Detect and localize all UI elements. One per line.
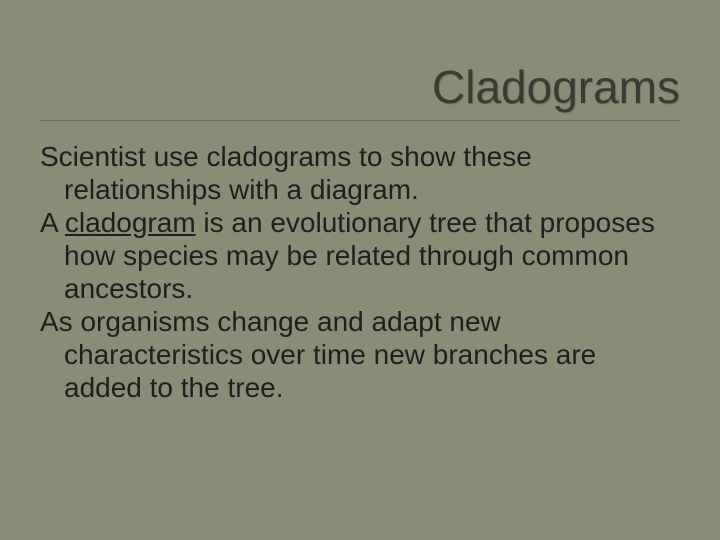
paragraph-2: A cladogram is an evolutionary tree that…: [40, 206, 680, 305]
slide-body: Scientist use cladograms to show these r…: [40, 140, 680, 404]
title-rule: Cladograms: [40, 60, 680, 121]
slide-title: Cladograms: [40, 60, 680, 120]
p2-underline-term: cladogram: [65, 207, 196, 238]
paragraph-1: Scientist use cladograms to show these r…: [40, 140, 680, 206]
slide: Cladograms Scientist use cladograms to s…: [0, 0, 720, 540]
p2-pre: A: [40, 207, 65, 238]
paragraph-3: As organisms change and adapt new charac…: [40, 305, 680, 404]
